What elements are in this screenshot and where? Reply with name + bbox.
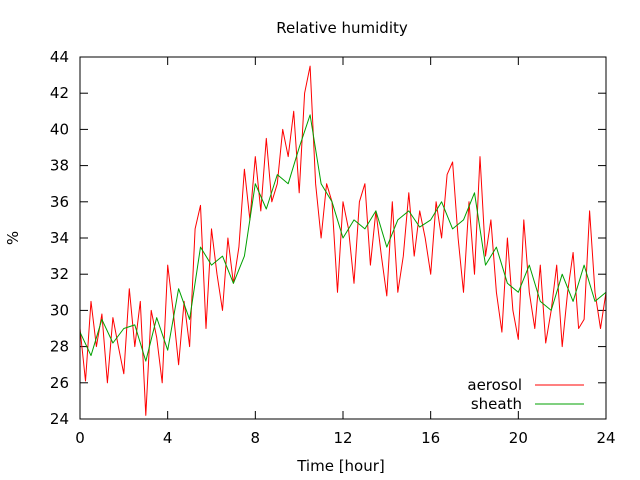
x-tick-label: 20 (509, 429, 528, 447)
y-tick-label: 42 (50, 84, 69, 102)
x-tick-label: 0 (75, 429, 85, 447)
y-tick-label: 24 (50, 410, 69, 428)
y-tick-label: 44 (50, 48, 69, 66)
x-tick-label: 24 (596, 429, 615, 447)
y-tick-label: 32 (50, 265, 69, 283)
y-tick-label: 34 (50, 229, 69, 247)
y-axis-label: % (4, 231, 22, 245)
y-tick-label: 28 (50, 338, 69, 356)
legend-label-sheath: sheath (471, 395, 522, 413)
series-line-sheath (79, 114, 607, 362)
chart-title: Relative humidity (276, 19, 408, 37)
x-tick-label: 4 (163, 429, 173, 447)
series-line-aerosol (79, 65, 607, 416)
y-tick-label: 30 (50, 301, 69, 319)
legend-label-aerosol: aerosol (467, 376, 522, 394)
x-tick-label: 12 (333, 429, 352, 447)
y-tick-label: 36 (50, 193, 69, 211)
y-tick-label: 40 (50, 120, 69, 138)
y-tick-label: 38 (50, 157, 69, 175)
series-lines (79, 65, 607, 416)
x-tick-label: 8 (251, 429, 261, 447)
y-tick-label: 26 (50, 374, 69, 392)
x-tick-label: 16 (421, 429, 440, 447)
x-axis-label: Time [hour] (296, 457, 385, 475)
plot-frame (79, 56, 607, 420)
